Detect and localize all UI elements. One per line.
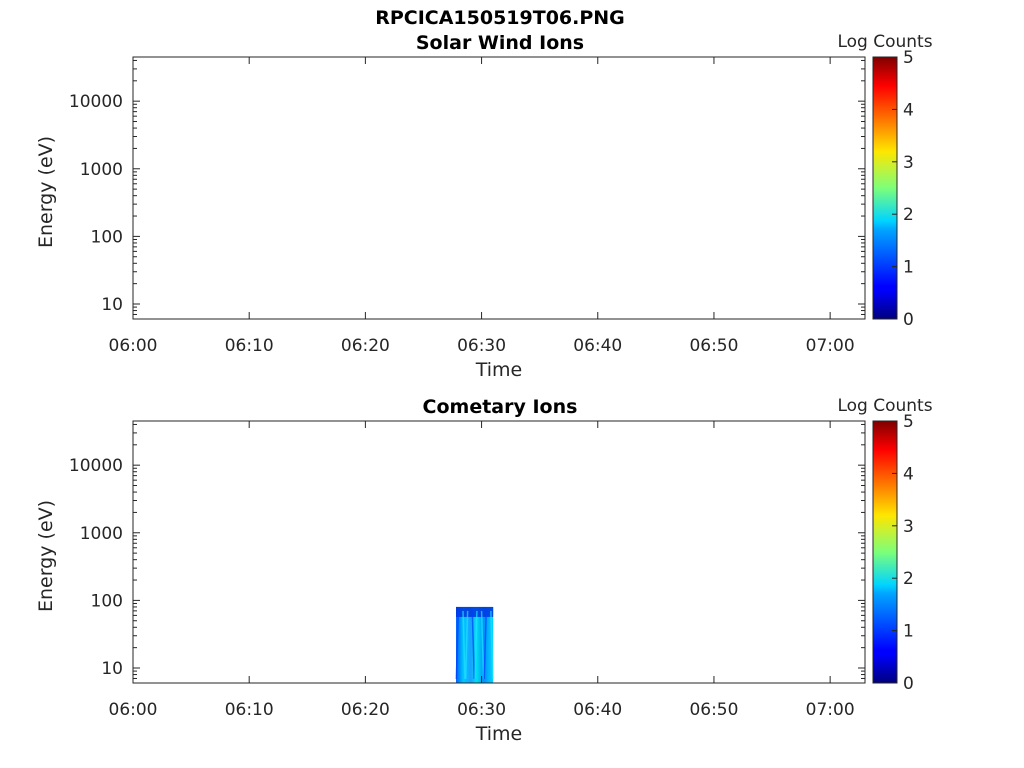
plot-frame [132,420,866,684]
data-block-texture [480,610,485,680]
plot-frame [132,56,866,320]
colorbar-label: Log Counts [837,32,932,52]
colorbar-tick-label: 3 [903,517,914,537]
x-tick-label: 06:30 [457,700,506,720]
y-tick-label: 1000 [80,160,123,180]
x-tick-label: 06:30 [457,336,506,356]
x-axis-label: Time [475,359,523,381]
x-tick-label: 06:00 [109,336,158,356]
x-tick-label: 06:10 [225,700,274,720]
data-block-texture [483,610,487,680]
y-tick-label: 1000 [80,524,123,544]
data-block-edge [456,606,494,617]
data-block-texture [464,610,469,680]
panel-title: Solar Wind Ions [416,32,584,54]
colorbar-tick-label: 2 [903,205,914,225]
colorbar-tick-label: 4 [903,100,914,120]
y-tick-label: 10000 [69,456,123,476]
panel-title: Cometary Ions [423,396,578,418]
data-block-texture [455,610,460,680]
y-tick-label: 10000 [69,92,123,112]
colorbar-tick-label: 3 [903,153,914,173]
data-block-texture [471,610,476,680]
data-block-texture [474,610,478,680]
x-tick-label: 06:20 [341,700,390,720]
y-tick-label: 10 [101,295,123,315]
colorbar-tick-label: 0 [903,310,914,330]
y-tick-label: 100 [91,227,123,247]
colorbar [872,420,898,684]
data-block-texture [462,610,466,680]
colorbar-tick-label: 5 [903,412,914,432]
x-tick-label: 06:50 [689,336,738,356]
colorbar-tick-label: 4 [903,464,914,484]
x-tick-label: 06:40 [573,700,622,720]
colorbar-tick-label: 5 [903,48,914,68]
x-tick-label: 07:00 [806,700,855,720]
colorbar [872,56,898,320]
colorbar-tick-label: 2 [903,569,914,589]
y-tick-label: 10 [101,659,123,679]
colorbar-tick-label: 1 [903,258,914,278]
x-axis-label: Time [475,723,523,745]
y-tick-label: 100 [91,591,123,611]
colorbar-tick-label: 1 [903,622,914,642]
data-block-texture [490,610,494,680]
x-tick-label: 06:40 [573,336,622,356]
figure-title: RPCICA150519T06.PNG [375,7,625,29]
colorbar-label: Log Counts [837,396,932,416]
x-tick-label: 06:50 [689,700,738,720]
y-axis-label: Energy (eV) [35,136,57,248]
x-tick-label: 06:20 [341,336,390,356]
y-axis-label: Energy (eV) [35,500,57,612]
x-tick-label: 07:00 [806,336,855,356]
x-tick-label: 06:00 [109,700,158,720]
colorbar-tick-label: 0 [903,674,914,694]
x-tick-label: 06:10 [225,336,274,356]
